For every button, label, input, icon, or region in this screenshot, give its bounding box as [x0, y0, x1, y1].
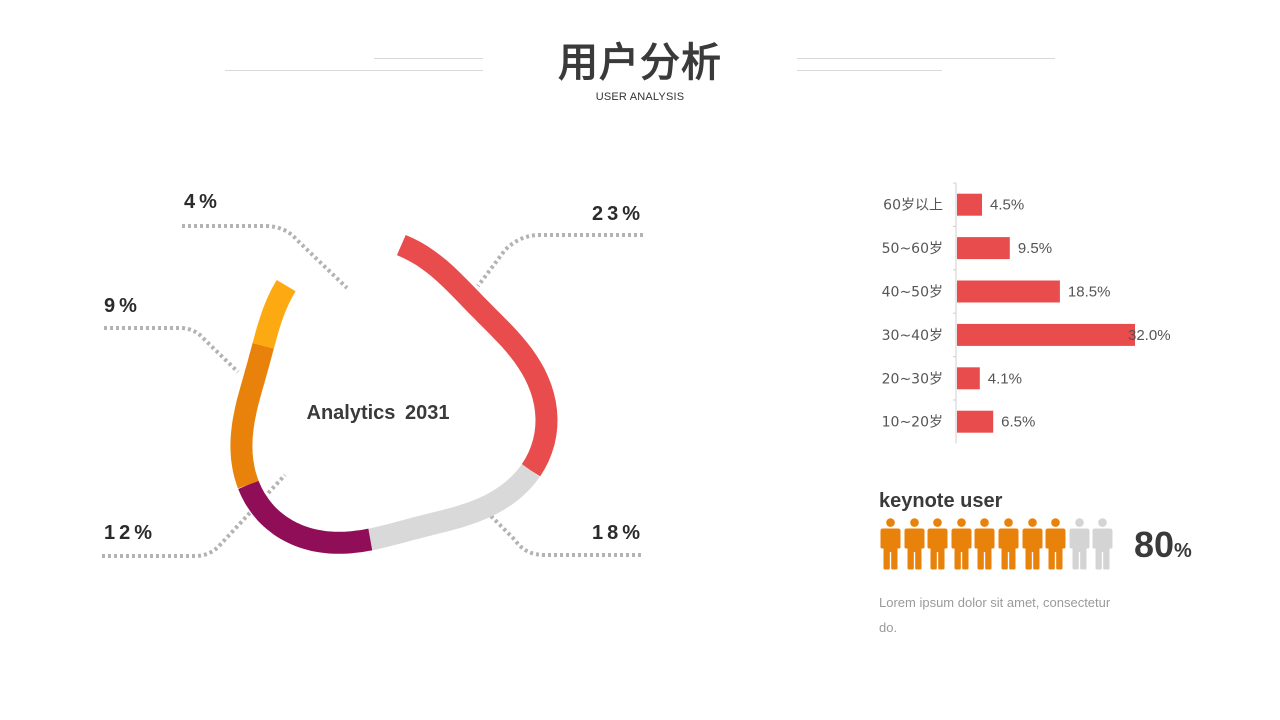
keynote-value-unit: %: [1174, 540, 1192, 562]
bar-value-label: 4.5%: [990, 197, 1024, 214]
leader-line-23: [476, 233, 643, 288]
bar-value-label: 6.5%: [1001, 414, 1035, 431]
bar-category-label: 50~60岁: [882, 241, 943, 257]
donut-center-label: Analytics 2031: [306, 402, 450, 424]
donut-label-23: 23%: [592, 203, 645, 225]
bar-category-label: 60岁以上: [883, 198, 943, 214]
keynote-user-title: keynote user: [879, 490, 1003, 512]
keynote-value-number: 80: [1134, 524, 1175, 565]
bar-category-label: 30~40岁: [882, 328, 943, 344]
bar: [957, 280, 1060, 303]
donut-label-12: 12%: [104, 522, 157, 544]
keynote-description: Lorem ipsum dolor sit amet, consectetur …: [879, 595, 1111, 635]
bar: [957, 193, 982, 216]
bar: [957, 237, 1010, 260]
bar-category-label: 20~30岁: [882, 371, 943, 387]
page-subtitle: USER ANALYSIS: [595, 91, 685, 103]
bar-value-label: 32.0%: [1128, 327, 1171, 344]
bar-category-label: 40~50岁: [882, 285, 943, 301]
person-icon: [1045, 518, 1066, 570]
person-icon: [1092, 518, 1113, 570]
header-line-right-long: [797, 58, 1055, 59]
header-line-right-short: [797, 70, 942, 71]
person-icon: [927, 518, 948, 570]
donut-label-9: 9%: [104, 295, 141, 317]
donut-slice-9: [230, 343, 274, 489]
person-icon: [998, 518, 1019, 570]
donut-slice-18: [368, 464, 540, 551]
keynote-user-value: 80%: [1134, 524, 1192, 566]
header-line-left-long: [225, 70, 483, 71]
leader-line-9: [104, 326, 240, 374]
bar-value-label: 4.1%: [988, 370, 1022, 387]
person-icon: [1069, 518, 1090, 570]
bar-value-label: 18.5%: [1068, 284, 1111, 301]
bar: [957, 410, 994, 433]
leader-line-18: [478, 503, 641, 557]
person-icon: [904, 518, 925, 570]
donut-slice-4: [252, 279, 296, 349]
bar-category-label: 10~20岁: [882, 415, 943, 431]
donut-label-4: 4%: [184, 191, 221, 213]
person-icon: [951, 518, 972, 570]
donut-label-18: 18%: [592, 522, 645, 544]
page-title: 用户分析: [558, 40, 722, 86]
person-icon: [880, 518, 901, 570]
bar-value-label: 9.5%: [1018, 240, 1052, 257]
donut-slice-23: [396, 235, 558, 477]
person-icon: [1022, 518, 1043, 570]
bar: [957, 323, 1135, 346]
leader-line-12: [102, 473, 287, 558]
people-icon-row: [880, 518, 1113, 570]
person-icon: [974, 518, 995, 570]
donut-slice-12: [238, 480, 373, 554]
header-line-left-short: [374, 58, 483, 59]
bar: [957, 367, 980, 390]
